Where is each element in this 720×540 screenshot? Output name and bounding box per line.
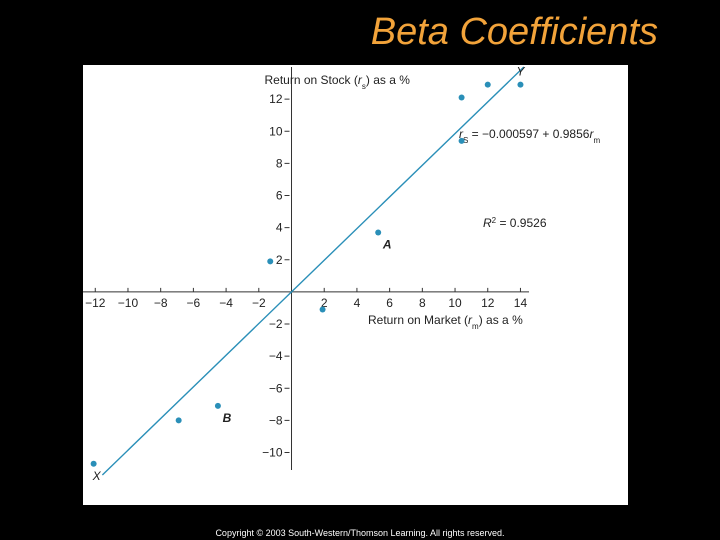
x-tick-label: 12 (481, 296, 495, 310)
point (484, 81, 491, 88)
point-label: Y (516, 65, 525, 79)
equation-part: r (589, 127, 594, 141)
x-tick-label: 10 (448, 296, 462, 310)
r-squared-part: = 0.9526 (496, 216, 547, 230)
x-axis-label-part: Return on Market ( (368, 313, 468, 327)
y-tick-label: 10 (269, 124, 283, 138)
x-tick-label: 2 (321, 296, 328, 310)
point (458, 94, 465, 101)
x-tick-label: −4 (219, 296, 233, 310)
y-tick-label: 12 (269, 92, 283, 106)
y-tick-label: −6 (269, 381, 283, 395)
point-label: X (92, 469, 102, 483)
y-tick-label: 4 (276, 221, 283, 235)
point (375, 229, 382, 236)
point (319, 306, 326, 313)
r-squared: R2 = 0.9526 (483, 216, 547, 231)
y-axis-label-part: s (362, 82, 366, 91)
y-axis-label-part: r (358, 73, 363, 87)
y-axis-label: Return on Stock (rs) as a % (265, 73, 411, 91)
y-tick-label: 6 (276, 189, 283, 203)
y-tick-label: 2 (276, 253, 283, 267)
x-tick-label: −6 (187, 296, 201, 310)
point (267, 258, 274, 265)
x-axis-label-part: m (472, 322, 479, 331)
chart-panel (83, 65, 628, 505)
x-tick-label: 14 (514, 296, 528, 310)
y-tick-label: −2 (269, 317, 283, 331)
equation-part: S (463, 136, 468, 145)
x-tick-label: −10 (118, 296, 139, 310)
equation-part: r (459, 127, 464, 141)
r-squared-part: R (483, 216, 492, 230)
x-axis-label-part: r (468, 313, 473, 327)
footer: Copyright © 2003 South-Western/Thomson L… (215, 528, 504, 538)
x-tick-label: 8 (419, 296, 426, 310)
point (90, 460, 97, 467)
x-tick-label: −12 (85, 296, 106, 310)
y-axis-label-part: Return on Stock ( (265, 73, 358, 87)
equation-part: m (593, 136, 600, 145)
y-axis-label-part: ) as a % (366, 73, 410, 87)
x-tick-label: −8 (154, 296, 168, 310)
x-axis-label: Return on Market (rm) as a % (368, 313, 523, 331)
y-tick-label: −10 (262, 446, 283, 460)
y-tick-label: −4 (269, 349, 283, 363)
x-tick-label: 4 (354, 296, 361, 310)
r-squared-part: 2 (492, 216, 497, 225)
x-tick-label: 6 (386, 296, 393, 310)
point (214, 402, 221, 409)
slide-title: Beta Coefficients (371, 11, 658, 53)
y-tick-label: 8 (276, 156, 283, 170)
y-tick-label: −8 (269, 413, 283, 427)
point-label: B (223, 411, 232, 425)
x-axis-label-part: ) as a % (479, 313, 523, 327)
equation-part: = −0.000597 + 0.9856 (468, 127, 589, 141)
x-tick-label: −2 (252, 296, 266, 310)
point (517, 81, 524, 88)
point (458, 137, 465, 144)
regression-line (101, 66, 525, 476)
point-label: A (382, 237, 392, 251)
equation: rS = −0.000597 + 0.9856rm (459, 127, 600, 145)
point (175, 417, 182, 424)
